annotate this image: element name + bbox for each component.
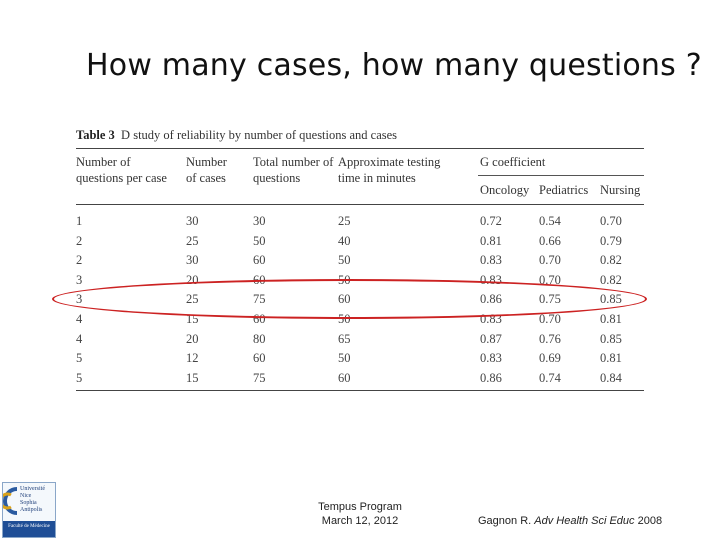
cell-total-questions: 60 xyxy=(253,253,266,268)
cell-nursing: 0.82 xyxy=(600,272,622,287)
logo-text-faculty: Faculté de Médecine xyxy=(8,524,50,529)
cell-questions-per-case: 5 xyxy=(76,351,83,366)
cell-oncology: 0.83 xyxy=(480,253,502,268)
cell-nursing: 0.81 xyxy=(600,312,622,326)
cell-oncology: 0.72 xyxy=(480,214,502,228)
cell-cases: 20 xyxy=(186,331,199,346)
cell-pediatrics: 0.76 xyxy=(539,331,561,346)
reliability-table: Table 3 D study of reliability by number… xyxy=(76,128,644,392)
cell-questions-per-case: 1 xyxy=(76,214,83,228)
cell-cases: 25 xyxy=(186,233,199,248)
cell-pediatrics: 0.74 xyxy=(539,370,561,385)
cell-cases: 30 xyxy=(186,214,199,228)
cell-nursing: 0.81 xyxy=(600,351,622,366)
citation-author: Gagnon R. xyxy=(478,515,532,527)
table-caption: Table 3 D study of reliability by number… xyxy=(76,128,397,143)
cell-testing-time: 65 xyxy=(338,331,351,346)
cell-oncology: 0.87 xyxy=(480,331,502,346)
cell-pediatrics: 0.54 xyxy=(539,214,561,228)
university-logo: Université Nice Sophia Antipolis Faculté… xyxy=(2,482,56,538)
cell-pediatrics: 0.66 xyxy=(539,233,561,248)
cell-nursing: 0.79 xyxy=(600,233,622,248)
cell-questions-per-case: 5 xyxy=(76,370,83,385)
cell-testing-time: 25 xyxy=(338,214,351,228)
slide-title: How many cases, how many questions ? xyxy=(86,48,702,83)
table-top-rule xyxy=(76,148,644,149)
header-bottom-rule xyxy=(76,204,644,205)
cell-nursing: 0.70 xyxy=(600,214,622,228)
cell-oncology: 0.86 xyxy=(480,370,502,385)
cell-questions-per-case: 3 xyxy=(76,272,83,287)
citation-journal: Adv Health Sci Educ xyxy=(534,515,635,527)
header-number-of-cases: Number of cases xyxy=(186,155,227,185)
table-bottom-rule xyxy=(76,390,644,391)
cell-pediatrics: 0.70 xyxy=(539,312,561,326)
subheader-nursing: Nursing xyxy=(600,183,641,197)
cell-testing-time: 50 xyxy=(338,351,351,366)
cell-total-questions: 30 xyxy=(253,214,266,228)
logo-emblem xyxy=(3,483,55,537)
header-g-coefficient: G coefficient xyxy=(480,155,546,169)
cell-pediatrics: 0.70 xyxy=(539,253,561,268)
cell-pediatrics: 0.69 xyxy=(539,351,561,366)
highlight-oval xyxy=(52,279,647,319)
subheader-pediatrics: Pediatrics xyxy=(539,183,589,197)
cell-questions-per-case: 4 xyxy=(76,331,83,346)
footer-date: March 12, 2012 xyxy=(321,515,399,527)
header-total-questions: Total number of questions xyxy=(253,155,334,185)
cell-cases: 30 xyxy=(186,253,199,268)
logo-text-sophia: Sophia Antipolis xyxy=(20,500,43,513)
cell-oncology: 0.83 xyxy=(480,351,502,366)
cell-total-questions: 80 xyxy=(253,331,266,346)
cell-cases: 12 xyxy=(186,351,199,366)
cell-testing-time: 50 xyxy=(338,253,351,268)
header-questions-per-case: Number of questions per case xyxy=(76,155,167,185)
logo-text-nice: Nice xyxy=(20,493,32,499)
cell-questions-per-case: 4 xyxy=(76,312,83,326)
g-coefficient-rule xyxy=(478,175,644,176)
cell-questions-per-case: 2 xyxy=(76,253,83,268)
cell-cases: 15 xyxy=(186,370,199,385)
cell-nursing: 0.85 xyxy=(600,331,622,346)
cell-total-questions: 75 xyxy=(253,370,266,385)
cell-nursing: 0.84 xyxy=(600,370,622,385)
subheader-oncology: Oncology xyxy=(480,183,530,197)
footer-program-info: Tempus Program March 12, 2012 xyxy=(300,500,420,528)
cell-questions-per-case: 2 xyxy=(76,233,83,248)
cell-testing-time: 40 xyxy=(338,233,351,248)
cell-nursing: 0.82 xyxy=(600,253,622,268)
cell-testing-time: 60 xyxy=(338,370,351,385)
header-testing-time: Approximate testing time in minutes xyxy=(338,155,441,185)
logo-text-university: Université xyxy=(20,486,45,492)
table-caption-text: D study of reliability by number of ques… xyxy=(121,128,398,142)
cell-total-questions: 60 xyxy=(253,351,266,366)
footer-program: Tempus Program xyxy=(318,501,402,513)
citation-year: 2008 xyxy=(637,515,663,527)
cell-oncology: 0.81 xyxy=(480,233,502,248)
footer-citation: Gagnon R. Adv Health Sci Educ 2008 xyxy=(478,515,662,527)
cell-total-questions: 50 xyxy=(253,233,266,248)
table-label: Table 3 xyxy=(76,128,115,142)
